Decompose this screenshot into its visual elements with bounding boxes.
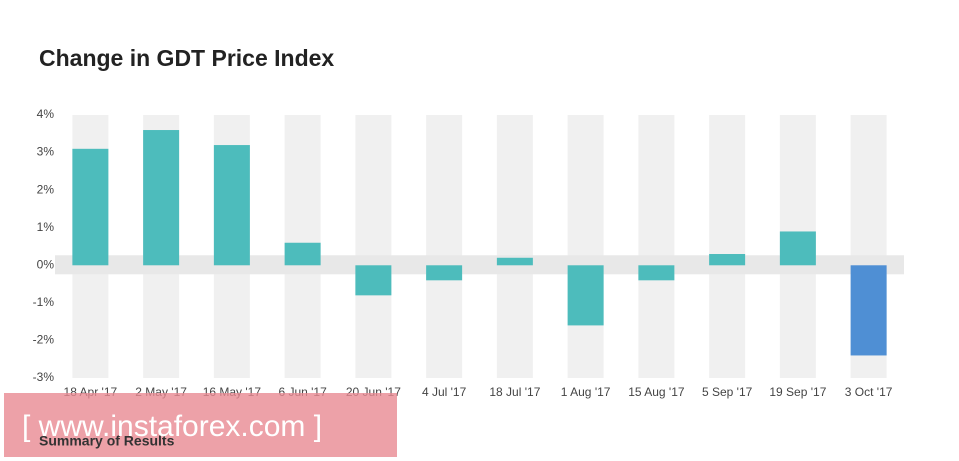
bar bbox=[213, 145, 250, 266]
bar bbox=[426, 265, 463, 281]
watermark: [ www.instaforex.com ] bbox=[22, 410, 322, 443]
x-tick-label: 4 Jul '17 bbox=[422, 385, 467, 399]
y-tick-label: 0% bbox=[37, 257, 55, 271]
bar bbox=[496, 257, 533, 266]
column-stripe bbox=[709, 115, 746, 378]
plot-area: -3%-2%-1%0%1%2%3%4%18 Apr '17 2 May '17 16… bbox=[33, 107, 904, 399]
y-tick-label: -2% bbox=[33, 333, 55, 347]
y-tick-label: 3% bbox=[37, 145, 55, 159]
y-tick-label: 4% bbox=[37, 107, 55, 121]
column-stripe bbox=[496, 115, 533, 378]
y-tick-label: -3% bbox=[33, 370, 55, 384]
chart-title: Change in GDT Price Index bbox=[39, 45, 334, 71]
column-stripe bbox=[426, 115, 463, 378]
bar bbox=[72, 148, 109, 266]
bar bbox=[284, 242, 321, 266]
bar bbox=[850, 265, 887, 356]
y-tick-label: 2% bbox=[37, 182, 55, 196]
x-tick-label: 3 Oct '17 bbox=[845, 385, 893, 399]
bar bbox=[143, 130, 180, 266]
x-tick-label: 19 Sep '17 bbox=[769, 385, 826, 399]
x-tick-label: 5 Sep '17 bbox=[702, 385, 753, 399]
bar bbox=[638, 265, 675, 281]
bar bbox=[779, 231, 816, 266]
x-tick-label: 18 Jul '17 bbox=[489, 385, 540, 399]
column-stripe bbox=[638, 115, 675, 378]
x-tick-label: 1 Aug '17 bbox=[561, 385, 611, 399]
bar bbox=[355, 265, 392, 296]
y-tick-label: 1% bbox=[37, 220, 55, 234]
bar bbox=[567, 265, 604, 326]
zero-band bbox=[55, 255, 904, 275]
x-tick-label: 15 Aug '17 bbox=[628, 385, 685, 399]
section-heading: Summary of Results bbox=[39, 433, 175, 449]
column-stripe bbox=[567, 115, 604, 378]
column-stripe bbox=[355, 115, 392, 378]
bar bbox=[709, 254, 746, 266]
y-tick-label: -1% bbox=[33, 295, 55, 309]
watermark-box bbox=[4, 393, 397, 457]
